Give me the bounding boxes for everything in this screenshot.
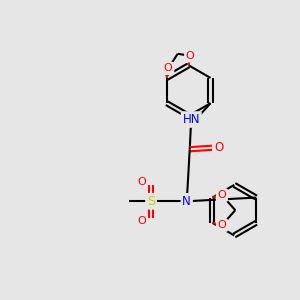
- Text: O: O: [137, 177, 146, 187]
- Text: HN: HN: [182, 113, 200, 126]
- Text: N: N: [182, 195, 191, 208]
- Text: O: O: [218, 190, 226, 200]
- Text: O: O: [164, 63, 172, 74]
- Text: O: O: [186, 51, 194, 61]
- Text: O: O: [218, 220, 226, 230]
- Text: O: O: [137, 216, 146, 226]
- Text: S: S: [147, 195, 155, 208]
- Text: O: O: [215, 141, 224, 154]
